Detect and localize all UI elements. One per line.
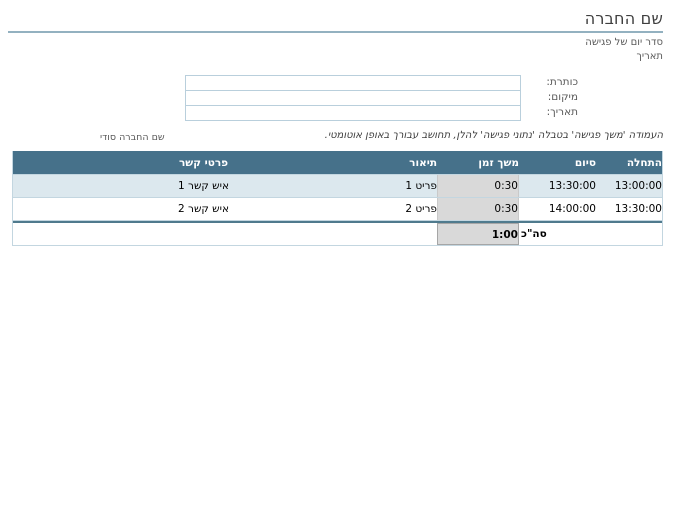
cell-end[interactable]: 14:00:00 bbox=[548, 203, 596, 215]
confidential-note: שם החברה סודי bbox=[100, 132, 165, 143]
table-row: 13:00:00 13:30:00 0:30 פריט 1 איש קשר 1 bbox=[13, 175, 662, 198]
date-label: תאריך bbox=[636, 51, 663, 62]
cell-description[interactable]: פריט 2 bbox=[405, 203, 437, 215]
cell-start[interactable]: 13:00:00 bbox=[614, 180, 662, 192]
date-field-label: תאריך: bbox=[546, 106, 578, 118]
company-name-title: שם החברה bbox=[584, 9, 663, 28]
title-input[interactable] bbox=[185, 75, 521, 91]
location-field-label: מיקום: bbox=[547, 91, 578, 103]
cell-description[interactable]: פריט 1 bbox=[405, 180, 437, 192]
table-header-row: התחלה סיום משך זמן תיאור פרטי קשר bbox=[13, 151, 662, 175]
cell-duration[interactable]: 0:30 bbox=[437, 198, 519, 220]
total-duration[interactable]: 1:00 bbox=[437, 223, 519, 245]
header-contact[interactable]: פרטי קשר bbox=[178, 157, 229, 169]
title-field-label: כותרת: bbox=[546, 76, 578, 88]
location-input[interactable] bbox=[185, 90, 521, 106]
cell-end[interactable]: 13:30:00 bbox=[548, 180, 596, 192]
header-description[interactable]: תיאור bbox=[409, 157, 437, 169]
header-duration[interactable]: משך זמן bbox=[478, 157, 519, 169]
total-separator bbox=[13, 221, 662, 223]
cell-contact[interactable]: איש קשר 1 bbox=[178, 180, 229, 192]
auto-calc-note: העמודה 'משך פגישה' בטבלה 'נתוני פגישה' ל… bbox=[324, 130, 663, 141]
header-start[interactable]: התחלה bbox=[626, 157, 662, 169]
total-empty-description bbox=[394, 223, 437, 245]
total-label: סה"כ bbox=[521, 228, 547, 240]
cell-duration[interactable]: 0:30 bbox=[437, 175, 519, 197]
total-empty-contact bbox=[13, 223, 394, 245]
agenda-subtitle: סדר יום של פגישה bbox=[585, 37, 663, 48]
total-empty-start bbox=[596, 223, 662, 245]
table-row: 13:30:00 14:00:00 0:30 פריט 2 איש קשר 2 bbox=[13, 198, 662, 221]
title-underline bbox=[8, 31, 663, 33]
agenda-table: התחלה סיום משך זמן תיאור פרטי קשר 13:00:… bbox=[12, 151, 663, 246]
cell-start[interactable]: 13:30:00 bbox=[614, 203, 662, 215]
header-end[interactable]: סיום bbox=[574, 157, 596, 169]
total-row: סה"כ 1:00 bbox=[13, 223, 662, 246]
date-input[interactable] bbox=[185, 105, 521, 121]
cell-contact[interactable]: איש קשר 2 bbox=[178, 203, 229, 215]
